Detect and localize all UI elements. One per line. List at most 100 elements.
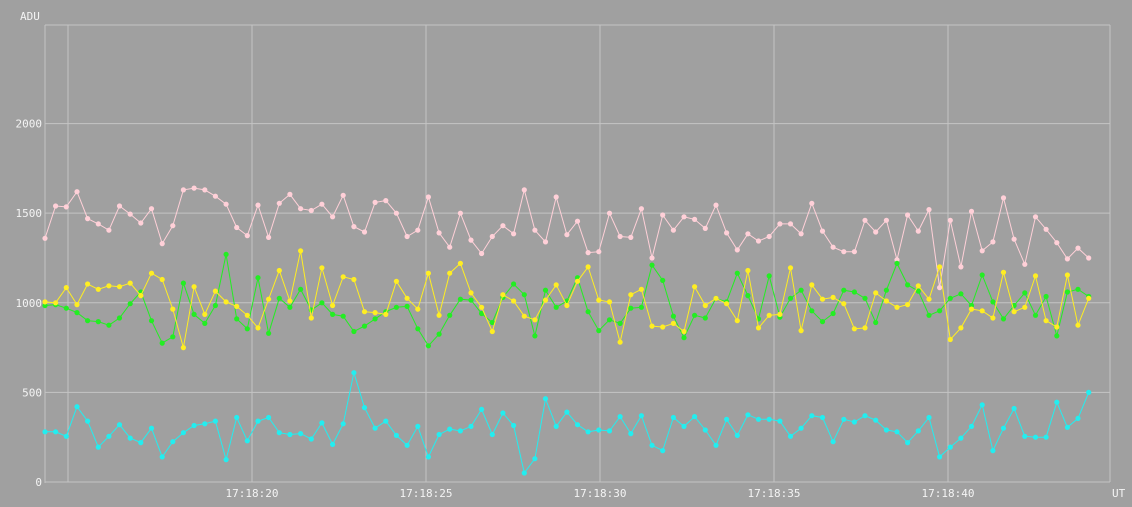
data-point [873, 290, 879, 296]
data-point [649, 442, 655, 448]
data-point [766, 233, 772, 240]
data-point [415, 326, 421, 332]
data-point [937, 454, 943, 460]
data-point [1011, 309, 1017, 315]
data-point [319, 265, 325, 271]
data-point [180, 430, 186, 436]
data-point [798, 287, 804, 293]
data-point [596, 297, 602, 303]
data-point [95, 221, 101, 227]
data-point [692, 312, 698, 318]
data-point [148, 270, 155, 276]
data-point [606, 210, 613, 216]
data-point [170, 223, 176, 229]
data-point [85, 216, 91, 222]
series-3 [42, 248, 1092, 351]
data-point [106, 283, 112, 289]
data-point [596, 328, 602, 334]
data-point [415, 306, 421, 312]
data-point [585, 264, 591, 270]
data-point [574, 218, 581, 224]
data-point [393, 278, 399, 284]
data-point [681, 328, 687, 335]
data-point [138, 293, 144, 299]
data-point [74, 189, 80, 195]
data-point [202, 320, 208, 326]
data-point [372, 425, 378, 431]
data-point [1064, 272, 1070, 278]
data-point [1054, 240, 1060, 246]
data-point [617, 414, 623, 420]
data-point [734, 270, 740, 276]
data-point [958, 435, 964, 441]
data-point [266, 330, 272, 336]
data-point [851, 249, 858, 255]
data-point [308, 207, 314, 214]
data-point [415, 423, 421, 429]
data-point [1032, 273, 1039, 279]
data-point [191, 311, 197, 317]
data-point [1000, 195, 1007, 201]
data-point [510, 422, 517, 429]
data-point [628, 292, 634, 298]
data-point [138, 440, 144, 446]
data-point [809, 308, 815, 314]
data-point [926, 312, 932, 318]
data-point [979, 272, 985, 278]
data-point [809, 282, 815, 288]
data-point [361, 323, 368, 329]
data-point [979, 248, 985, 254]
data-point [755, 416, 762, 422]
data-point [404, 233, 410, 240]
data-point [138, 220, 144, 226]
data-point [340, 421, 346, 427]
data-point [298, 206, 304, 212]
data-point [191, 284, 197, 290]
data-point [287, 191, 293, 197]
data-point [564, 232, 570, 238]
data-point [170, 306, 176, 312]
data-point [404, 442, 410, 448]
data-point [106, 227, 112, 233]
data-point [223, 457, 229, 463]
data-point [521, 292, 527, 298]
data-point [159, 241, 165, 247]
data-point [553, 194, 559, 200]
data-point [702, 302, 708, 309]
data-point [937, 285, 943, 291]
data-point [42, 299, 48, 305]
data-point [596, 249, 602, 255]
data-point [990, 299, 996, 305]
data-point [1054, 399, 1060, 405]
data-point [393, 432, 399, 438]
data-point [234, 316, 240, 322]
data-point [692, 414, 698, 420]
data-point [745, 267, 751, 274]
data-point [383, 198, 389, 204]
data-point [724, 230, 730, 236]
data-point [841, 249, 847, 255]
data-point [479, 310, 485, 317]
data-point [234, 303, 240, 309]
data-point [85, 418, 91, 424]
data-point [223, 251, 229, 257]
data-point [298, 431, 304, 437]
data-point [383, 418, 389, 424]
data-point [1075, 286, 1081, 292]
data-point [255, 202, 261, 208]
data-point [330, 302, 336, 309]
data-point [116, 315, 123, 321]
data-point [553, 423, 559, 429]
data-point [42, 429, 48, 435]
data-point [585, 250, 591, 256]
data-point [1043, 293, 1049, 300]
data-point [574, 278, 581, 284]
data-point [1000, 316, 1007, 322]
data-point [958, 264, 964, 270]
data-point [425, 343, 431, 349]
data-point [905, 282, 911, 288]
data-point [1075, 415, 1081, 421]
data-point [809, 413, 815, 419]
data-point [798, 425, 804, 431]
series-1 [42, 185, 1092, 291]
